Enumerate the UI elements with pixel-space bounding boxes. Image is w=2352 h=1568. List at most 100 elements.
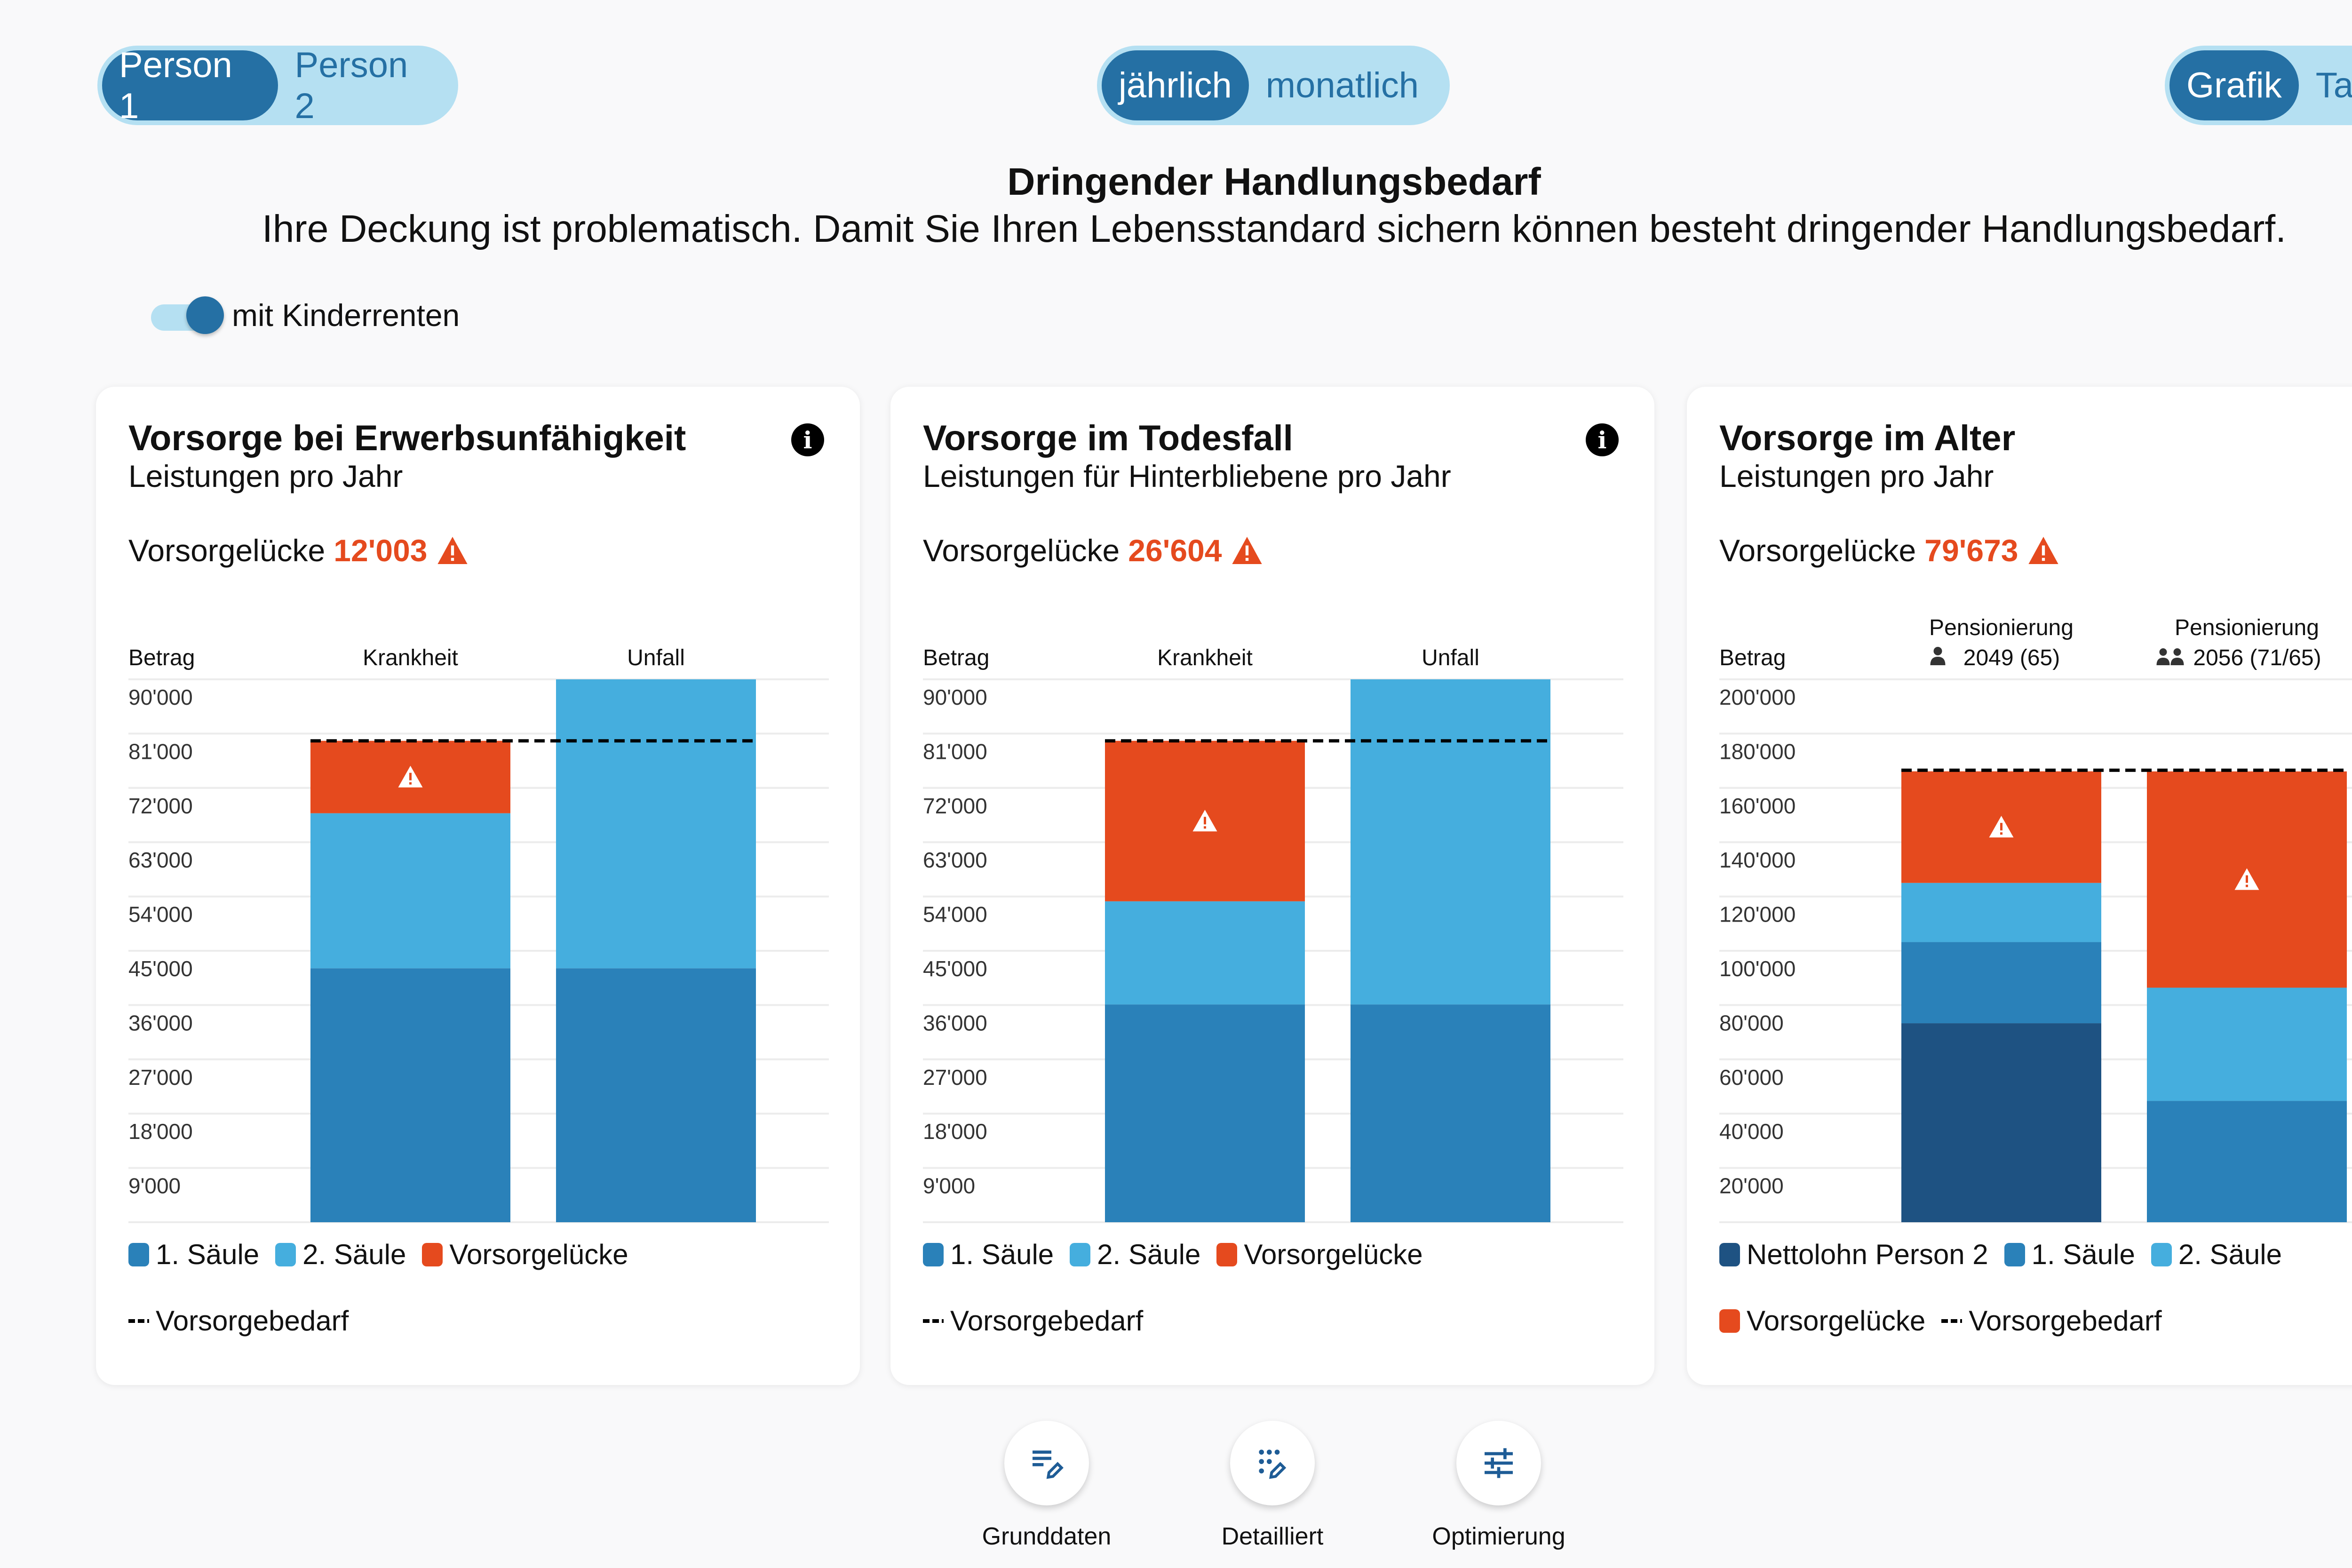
card-title: Vorsorge bei Erwerbsunfähigkeit: [128, 418, 686, 458]
toggle-chart[interactable]: Grafik: [2169, 50, 2299, 120]
toggle-person-1[interactable]: Person 1: [102, 45, 278, 126]
y-tick-label: 54'000: [128, 902, 193, 927]
category-label: 2049 (65): [1963, 645, 2060, 670]
bar-segment-2-s-ule: [310, 813, 510, 969]
toggle-table[interactable]: Tabelle: [2315, 65, 2352, 105]
warning-dot: [2000, 832, 2002, 835]
sliders-icon: [1485, 1448, 1513, 1478]
y-tick-label: 72'000: [128, 794, 193, 818]
warning-icon: [1192, 810, 1217, 832]
y-tick-label: 45'000: [128, 956, 193, 981]
detailliert-label: Detailliert: [1221, 1523, 1324, 1550]
legend-label: Vorsorgelücke: [449, 1239, 628, 1270]
person-icon: [1930, 647, 1946, 665]
legend-label: 1. Säule: [2031, 1239, 2135, 1270]
y-tick-label: 81'000: [128, 739, 193, 764]
y-tick-label: 81'000: [923, 739, 987, 764]
y-tick-label: 160'000: [1719, 794, 1796, 818]
y-tick-label: 9'000: [923, 1174, 975, 1198]
legend-item: Vorsorgebedarf: [1941, 1305, 2162, 1337]
y-axis-label: Betrag: [128, 645, 195, 670]
kinderrenten-option: mit Kinderrenten: [151, 294, 460, 336]
legend-label: Vorsorgelücke: [1244, 1239, 1423, 1270]
legend-dash: [923, 1319, 944, 1323]
person-head: [2173, 648, 2181, 656]
y-tick-label: 200'000: [1719, 685, 1796, 709]
legend-item: Vorsorgelücke: [1216, 1238, 1423, 1271]
card-retirement: 20'000 40'000 60'000 80'000 100'000 120'000 14…: [1687, 387, 2352, 1385]
grunddaten-button[interactable]: [1004, 1421, 1089, 1505]
gap-summary: Vorsorgelücke 12'003: [128, 533, 468, 568]
detailliert-button[interactable]: [1230, 1421, 1315, 1505]
bar-segment-1-s-ule: [556, 968, 756, 1222]
card-subtitle: Leistungen für Hinterbliebene pro Jahr: [923, 459, 1451, 493]
y-tick-label: 45'000: [923, 956, 987, 981]
category-label: Unfall: [627, 645, 685, 670]
toggle-yearly[interactable]: jährlich: [1102, 50, 1249, 120]
legend-label: 1. Säule: [156, 1239, 260, 1270]
category-label: 2056 (71/65): [2193, 645, 2321, 670]
person-body: [1930, 657, 1946, 665]
bar-segment-1-s-ule: [1901, 942, 2101, 1024]
action-detailliert: Detailliert: [1178, 1421, 1367, 1551]
view-toggle: Grafik Tabelle: [2165, 46, 2352, 125]
warning-bar: [1204, 817, 1206, 825]
action-grunddaten: Grunddaten: [953, 1421, 1141, 1551]
person-body: [2156, 658, 2170, 665]
edit-list-icon: [1033, 1450, 1064, 1479]
legend-item: 2. Säule: [275, 1238, 406, 1271]
category-label: Pensionierung: [2175, 615, 2319, 640]
chart-legend: 1. Säule 2. Säule Vorsorgelücke Vorsorgebed…: [128, 1238, 834, 1337]
card-title: Vorsorge im Alter: [1719, 418, 2016, 458]
legend-item: 2. Säule: [2151, 1238, 2282, 1271]
legend-dash: [1941, 1319, 1963, 1323]
action-optimierung: Optimierung: [1405, 1421, 1593, 1551]
chart-legend: 1. Säule 2. Säule Vorsorgelücke Vorsorgebed…: [923, 1238, 1629, 1337]
chart-disability: 9'000 18'000 27'000 36'000 45'000 54'000 63'00…: [128, 645, 829, 1223]
info-icon[interactable]: i: [791, 423, 824, 456]
y-tick-label: 18'000: [128, 1119, 193, 1144]
warning-dot: [409, 782, 412, 785]
bar-segment-1-s-ule: [2147, 1101, 2347, 1222]
category-label: Pensionierung: [1929, 615, 2074, 640]
y-tick-label: 18'000: [923, 1119, 987, 1144]
legend-label: Vorsorgebedarf: [1969, 1305, 2162, 1337]
legend-label: Vorsorgebedarf: [156, 1305, 349, 1337]
status-message: Ihre Deckung ist problematisch. Damit Si…: [262, 207, 2286, 250]
y-tick-label: 80'000: [1719, 1011, 1784, 1035]
legend-label: Nettolohn Person 2: [1747, 1239, 1988, 1270]
y-tick-label: 120'000: [1719, 902, 1796, 927]
bar-segment-2-s-ule: [1901, 883, 2101, 942]
y-tick-label: 36'000: [128, 1011, 193, 1035]
toggle-person-2[interactable]: Person 2: [294, 45, 408, 126]
card-disability: 9'000 18'000 27'000 36'000 45'000 54'000 63'00…: [96, 387, 860, 1385]
warning-bar: [2000, 823, 2002, 831]
optimierung-button[interactable]: [1456, 1421, 1541, 1505]
bar-segment-nettolohn-person-2: [1901, 1023, 2101, 1222]
warning-icon: [437, 537, 468, 564]
legend-dash: [128, 1319, 149, 1323]
gap-value: 79'673: [1924, 533, 2018, 568]
legend-swatch: [2004, 1242, 2025, 1266]
warning-dot: [2246, 884, 2248, 887]
legend-swatch: [1719, 1309, 1740, 1333]
bar-segment-2-s-ule: [1105, 901, 1305, 1005]
y-tick-label: 63'000: [923, 848, 987, 872]
y-tick-label: 27'000: [923, 1065, 987, 1090]
couple-icon: [2156, 648, 2184, 665]
legend-swatch: [923, 1242, 944, 1266]
switch-knob[interactable]: [186, 296, 224, 334]
gap-value: 12'003: [334, 533, 428, 568]
category-label: Krankheit: [1157, 645, 1253, 670]
y-tick-label: 100'000: [1719, 956, 1796, 981]
warning-icon: [398, 765, 423, 788]
bar-segment-2-s-ule: [556, 679, 756, 969]
toggle-monthly[interactable]: monatlich: [1265, 65, 1419, 105]
legend-item: Nettolohn Person 2: [1719, 1238, 1988, 1271]
legend-swatch: [1216, 1242, 1238, 1266]
legend-swatch: [1070, 1242, 1091, 1266]
kinderrenten-switch[interactable]: [151, 294, 226, 336]
chart-death: 9'000 18'000 27'000 36'000 45'000 54'000 63'00…: [923, 645, 1623, 1223]
info-icon[interactable]: i: [1586, 423, 1619, 456]
edit-dots-icon: [1259, 1449, 1287, 1479]
